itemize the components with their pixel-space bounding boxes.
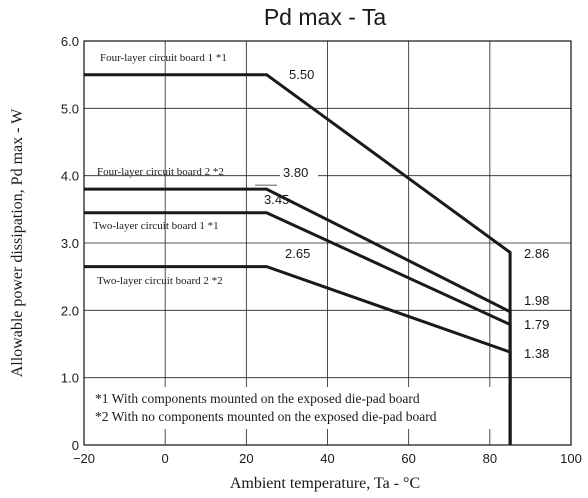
y-tick-label: 0 xyxy=(72,438,79,453)
value-label-start: 3.45 xyxy=(264,192,289,207)
series-name-label: Two-layer circuit board 2 *2 xyxy=(97,275,223,287)
x-tick-label: 0 xyxy=(162,451,169,466)
value-label-start: 5.50 xyxy=(289,67,314,82)
x-axis-label: Ambient temperature, Ta - °C xyxy=(230,475,420,492)
y-tick-label: 6.0 xyxy=(61,34,79,49)
series-curves xyxy=(84,73,512,445)
x-tick-label: 80 xyxy=(483,451,497,466)
series-name-label: Four-layer circuit board 2 *2 xyxy=(97,166,224,178)
y-tick-label: 4.0 xyxy=(61,169,79,184)
note-1: *1 With components mounted on the expose… xyxy=(95,391,420,406)
value-label-bg xyxy=(280,165,318,181)
x-tick-label: −20 xyxy=(73,451,95,466)
value-label-start: 2.65 xyxy=(285,246,310,261)
x-tick-label: 20 xyxy=(239,451,253,466)
y-axis-label: Allowable power dissipation, Pd max - W xyxy=(9,108,26,377)
y-tick-label: 2.0 xyxy=(61,303,79,318)
grid xyxy=(84,41,571,445)
value-label-start: 3.80 xyxy=(283,165,308,180)
value-label-end: 2.86 xyxy=(524,246,549,261)
value-label-end: 1.38 xyxy=(524,346,549,361)
series-name-label: Four-layer circuit board 1 *1 xyxy=(100,52,227,64)
x-tick-label: 60 xyxy=(401,451,415,466)
notes-box xyxy=(88,387,508,429)
note-2: *2 With no components mounted on the exp… xyxy=(95,409,437,424)
plot-frame xyxy=(83,40,572,446)
y-tick-label: 3.0 xyxy=(61,236,79,251)
value-label-end: 1.98 xyxy=(524,293,549,308)
series-name-label: Two-layer circuit board 1 *1 xyxy=(93,220,219,232)
x-tick-label: 40 xyxy=(320,451,334,466)
x-tick-label: 100 xyxy=(560,451,582,466)
series-labels: Four-layer circuit board 1 *1 5.50 2.86 Fou… xyxy=(93,52,549,361)
y-tick-label: 5.0 xyxy=(61,101,79,116)
value-label-end: 1.79 xyxy=(524,317,549,332)
y-tick-label: 1.0 xyxy=(61,371,79,386)
series-curve xyxy=(84,265,512,445)
chart-title: Pd max - Ta xyxy=(264,4,386,30)
